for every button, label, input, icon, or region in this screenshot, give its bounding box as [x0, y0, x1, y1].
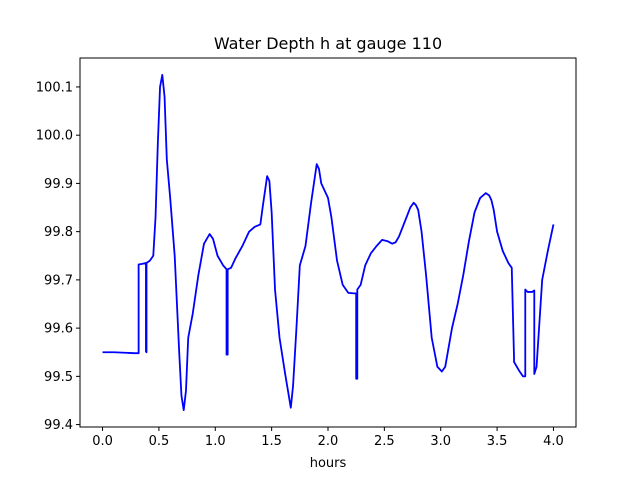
y-tick-label: 99.5	[44, 370, 73, 385]
y-tick-label: 99.7	[44, 273, 73, 288]
x-tick-label: 2.5	[374, 434, 395, 449]
y-tick-label: 99.6	[44, 322, 73, 337]
x-axis-label: hours	[310, 456, 347, 471]
chart-title: Water Depth h at gauge 110	[214, 34, 442, 53]
y-tick-label: 99.4	[44, 418, 73, 433]
series-line-0	[102, 73, 555, 412]
y-tick-label: 99.9	[44, 177, 73, 192]
plot-area: 0.0 0.5 1.0 1.5 2.0 2.5 3.0 3.5 4.0 99.4 99.5 99.6 9…	[36, 57, 577, 449]
x-tick-label: 1.5	[261, 434, 282, 449]
x-tick-label: 0.0	[92, 434, 113, 449]
x-tick-label: 1.0	[205, 434, 226, 449]
x-tick-label: 3.5	[487, 434, 508, 449]
y-tick-label: 100.0	[36, 129, 73, 144]
y-tick-label: 100.1	[36, 80, 73, 95]
x-tick-label: 4.0	[543, 434, 564, 449]
y-tick-label: 99.8	[44, 225, 73, 240]
x-tick-label: 2.0	[318, 434, 339, 449]
x-tick-label: 0.5	[149, 434, 170, 449]
x-tick-label: 3.0	[430, 434, 451, 449]
